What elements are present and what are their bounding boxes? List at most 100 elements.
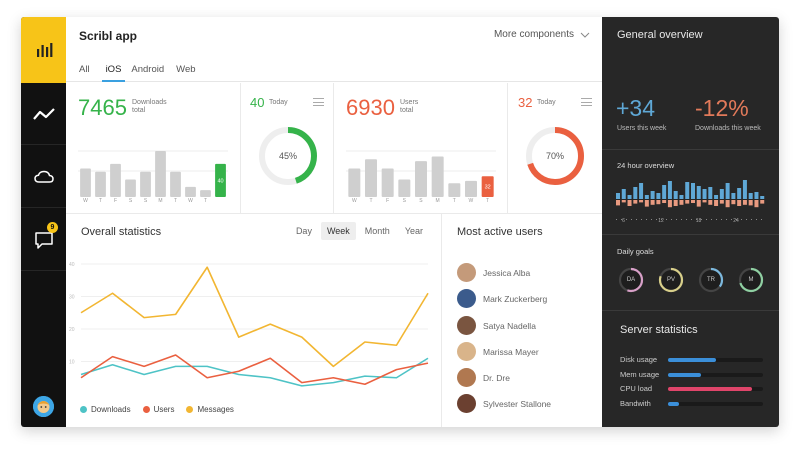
y-tick-label: 40 (69, 262, 75, 268)
hour-tick-label: 6 (622, 218, 625, 224)
users-day-label: F (386, 198, 390, 204)
users-bar-label: 32 (485, 185, 491, 191)
hour-bar-down (650, 200, 655, 205)
axis-dot (691, 219, 692, 220)
user-avatar[interactable] (33, 396, 54, 417)
hour-bar-up (667, 181, 672, 199)
downloads-day-label: M (158, 198, 163, 204)
axis-dot (756, 219, 757, 220)
downloads-bar-chart: 40 (78, 150, 228, 197)
user-row[interactable]: Marissa Mayer (457, 342, 539, 361)
legend-messages: Messages (186, 405, 234, 414)
hour-bar-down (760, 200, 765, 204)
user-row[interactable]: Jessica Alba (457, 263, 530, 282)
hour-tick-label: 24 (733, 218, 739, 224)
hour-bar-down (742, 200, 747, 205)
hour-bar-up (708, 187, 713, 199)
more-components-dropdown[interactable]: More components (494, 29, 590, 40)
users-day-label: T (486, 198, 490, 204)
hour-bar-up (742, 180, 747, 199)
users-today-panel: 32 Today 70% (508, 83, 602, 214)
users-bar (481, 176, 494, 197)
axis-dot (726, 219, 727, 220)
notification-badge: 9 (47, 222, 58, 233)
users-day-label: W (351, 198, 357, 204)
user-row[interactable]: Satya Nadella (457, 316, 536, 335)
tab-ios[interactable]: iOS (101, 64, 126, 82)
users-label-line2: total (400, 107, 414, 114)
goal-ring-m[interactable] (738, 267, 764, 293)
user-row[interactable]: Dr. Dre (457, 368, 510, 387)
user-row[interactable]: Sylvester Stallone (457, 394, 551, 413)
hour-bar-up (731, 193, 736, 199)
hour-bar-down (737, 200, 742, 206)
overall-statistics-panel: Overall statistics Day Week Month Year 4… (66, 214, 442, 427)
user-name: Marissa Mayer (483, 346, 539, 357)
nav-trends-button[interactable] (21, 83, 66, 145)
range-day-button[interactable]: Day (295, 226, 312, 236)
axis-dot (721, 219, 722, 220)
server-statistics-title: Server statistics (620, 324, 698, 336)
users-panel: 6930 Users total 32 W T F S S M T W T (334, 83, 508, 214)
hour-tick-label: 18 (696, 218, 702, 224)
range-month-button[interactable]: Month (364, 226, 390, 236)
cloud-icon (33, 170, 54, 183)
tab-android[interactable]: Android (131, 64, 165, 75)
range-selector: Day Week Month Year (287, 222, 429, 240)
kpi-users-value: +34 (616, 95, 656, 121)
hour-bar-up (696, 186, 701, 199)
hour-bar-up (621, 189, 626, 199)
users-menu-icon[interactable] (581, 98, 592, 106)
goal-ring-tr[interactable] (698, 267, 724, 293)
nav-cloud-button[interactable] (21, 146, 66, 208)
more-components-label: More components (493, 29, 574, 40)
user-row[interactable]: Mark Zuckerberg (457, 289, 547, 308)
downloads-bar (215, 163, 226, 197)
range-year-button[interactable]: Year (404, 226, 423, 236)
y-tick-label: 20 (69, 327, 75, 333)
hour-bar-down (719, 200, 724, 204)
hour-bar-down (702, 200, 707, 203)
users-day-label: T (369, 198, 373, 204)
hour-bar-up (673, 191, 678, 199)
most-active-users-title: Most active users (457, 226, 543, 238)
users-day-label: S (419, 198, 423, 204)
downloads-bar (200, 190, 211, 197)
goal-ring-da[interactable] (618, 267, 644, 293)
legend-users: Users (142, 405, 174, 414)
bar-chart-icon (36, 43, 52, 57)
downloads-label-line1: Downloads (132, 99, 167, 106)
y-tick-label: 10 (69, 360, 75, 366)
downloads-total-label: Downloads total (132, 99, 167, 115)
axis-dot (681, 219, 682, 220)
downloads-menu-icon[interactable] (313, 98, 324, 106)
goal-ring-pv[interactable] (658, 267, 684, 293)
divider (602, 310, 779, 311)
hour-bar-down (731, 200, 736, 205)
server-stat-fill (668, 372, 702, 377)
server-stat-label: CPU load (620, 384, 653, 393)
server-stat-bar (668, 401, 763, 406)
downloads-today-panel: 40 Today 45% (241, 83, 334, 214)
downloads-day-label: S (143, 198, 148, 204)
user-avatar (457, 394, 476, 413)
general-overview-title: General overview (617, 29, 703, 41)
app-header: Scribl app More components All iOS Andro… (66, 17, 602, 82)
user-name: Satya Nadella (483, 320, 536, 331)
legend-downloads-label: Downloads (91, 405, 131, 414)
line-chart-icon (32, 107, 55, 120)
range-week-button[interactable]: Week (320, 222, 356, 240)
hour-bar-up (679, 195, 684, 199)
nav-analytics-button[interactable] (21, 17, 66, 83)
users-total-label: Users total (400, 99, 418, 115)
axis-dot (736, 219, 737, 220)
hour-bar-up (725, 183, 730, 199)
axis-dot (701, 219, 702, 220)
user-avatar (457, 368, 476, 387)
nav-messages-button[interactable]: 9 (21, 209, 66, 271)
legend-messages-label: Messages (197, 405, 234, 414)
tab-all[interactable]: All (79, 64, 90, 75)
users-donut (526, 127, 584, 185)
tab-web[interactable]: Web (176, 64, 196, 75)
